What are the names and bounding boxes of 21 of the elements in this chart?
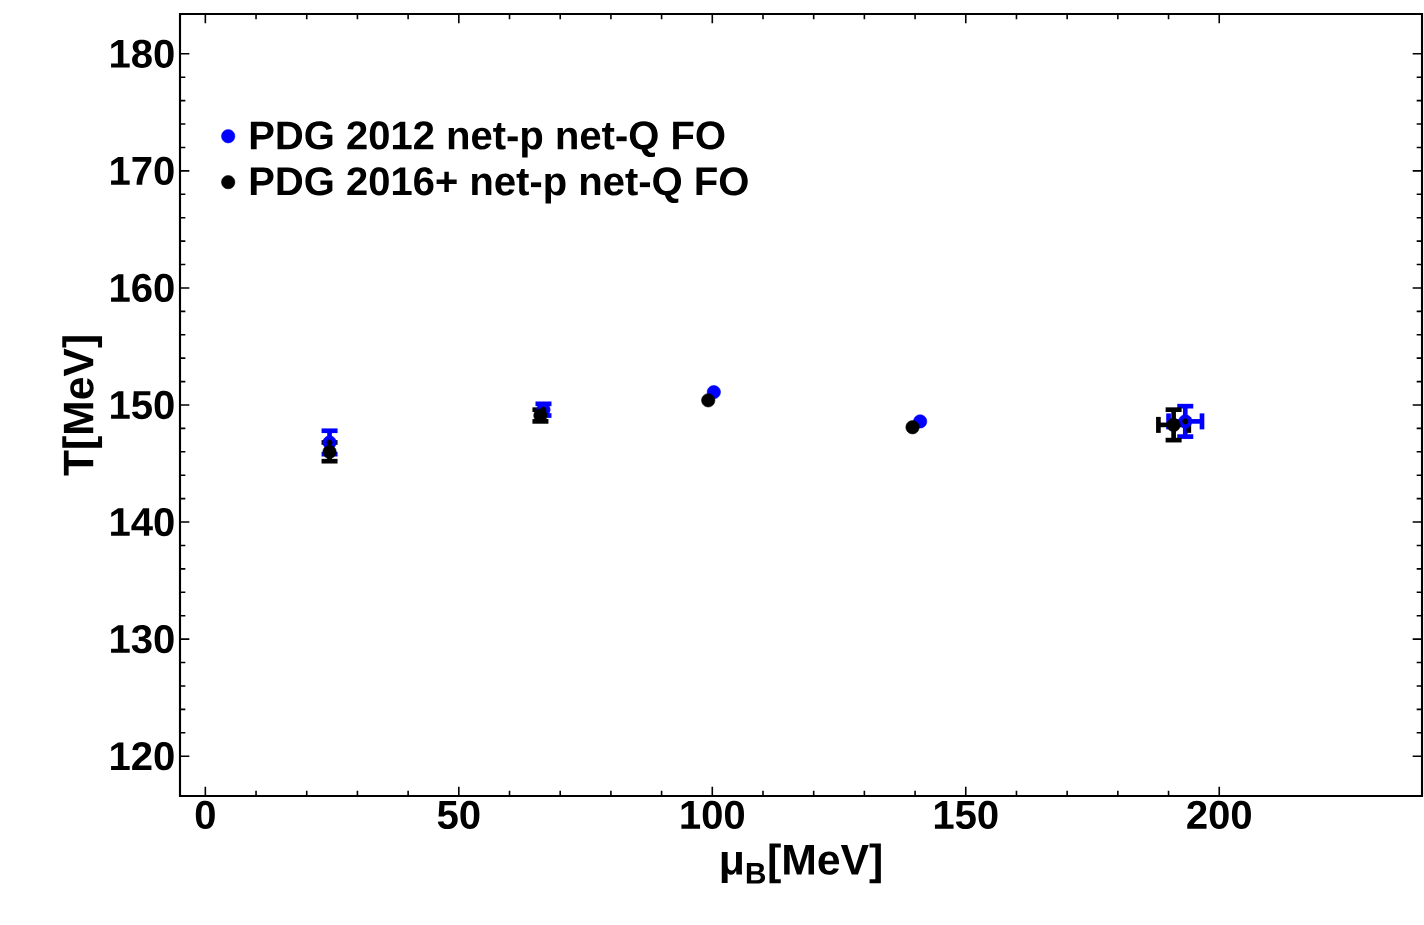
x-tick-label: 50 bbox=[437, 800, 480, 830]
point bbox=[701, 393, 716, 408]
y-axis-title: T[MeV] bbox=[62, 336, 103, 476]
x-tick-label: 0 bbox=[195, 800, 215, 830]
legend-label: PDG 2016+ net-p net-Q FO bbox=[250, 167, 748, 204]
point bbox=[1166, 417, 1181, 432]
y-tick-label: 160 bbox=[111, 273, 174, 303]
y-tick-label: 180 bbox=[111, 39, 174, 68]
x-axis-title: μ$_{B}$[MeV] bbox=[721, 843, 881, 884]
x-tick-label: 200 bbox=[1187, 800, 1251, 830]
legend-label: PDG 2012 net-p net-Q FO bbox=[250, 121, 725, 158]
y-tick-label: 150 bbox=[111, 390, 174, 420]
point bbox=[1178, 414, 1193, 429]
y-tick-label: 130 bbox=[111, 624, 174, 654]
point bbox=[905, 420, 920, 435]
point bbox=[322, 444, 337, 459]
y-tick-label: 170 bbox=[111, 156, 174, 186]
x-tick-label: 100 bbox=[681, 800, 744, 830]
y-tick-label: 120 bbox=[111, 742, 174, 771]
y-tick-label: 140 bbox=[111, 507, 174, 537]
x-tick-label: 150 bbox=[934, 800, 998, 830]
